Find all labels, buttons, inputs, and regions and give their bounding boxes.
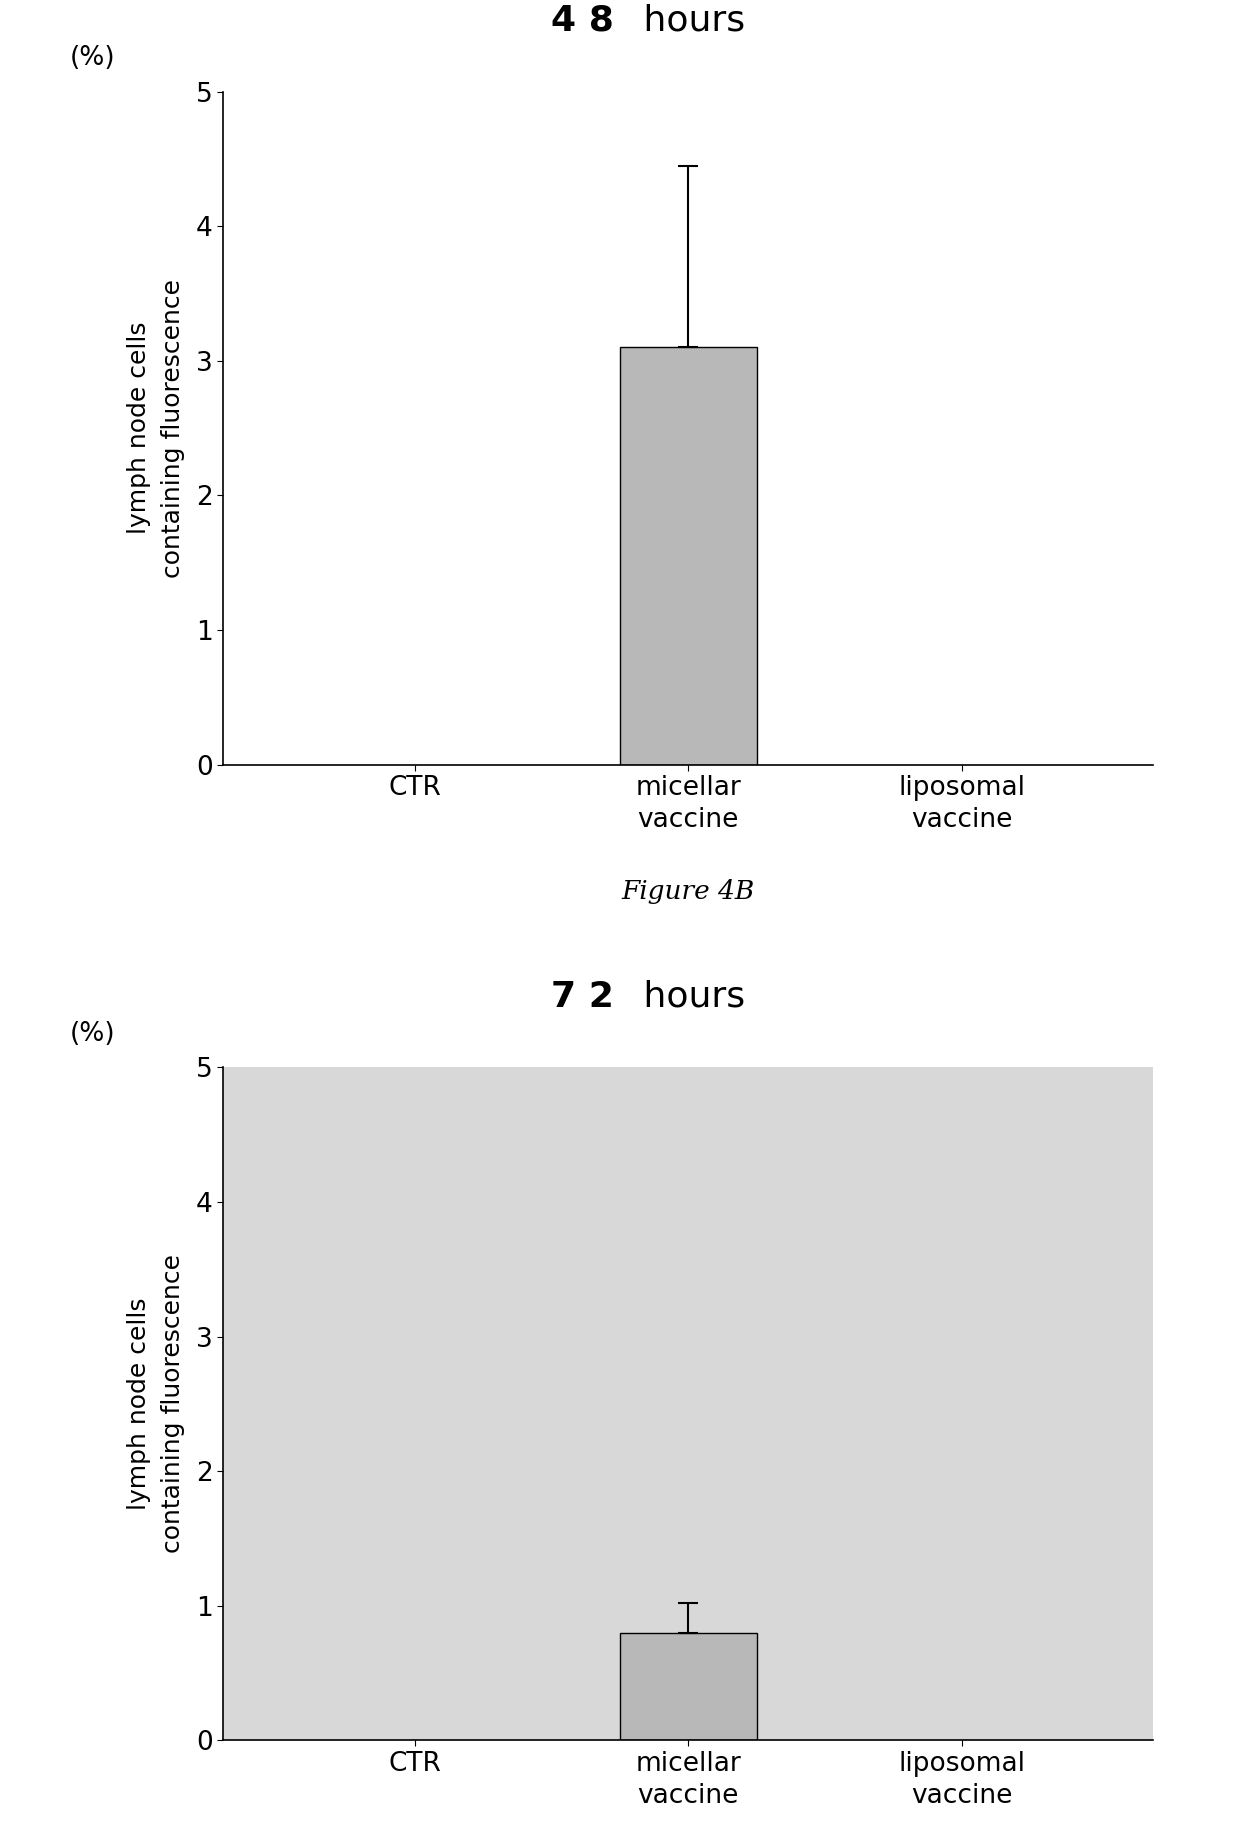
Text: 7 2: 7 2 <box>551 980 614 1013</box>
Y-axis label: lymph node cells
containing fluorescence: lymph node cells containing fluorescence <box>128 278 185 577</box>
Bar <box>223 1068 1153 1740</box>
Text: Figure 4B: Figure 4B <box>621 879 755 903</box>
Bar <box>620 1632 756 1740</box>
Text: hours: hours <box>632 980 745 1013</box>
Text: (%): (%) <box>71 1020 115 1048</box>
Bar <box>620 348 756 764</box>
Y-axis label: lymph node cells
containing fluorescence: lymph node cells containing fluorescence <box>128 1255 185 1554</box>
Text: hours: hours <box>632 4 745 38</box>
Text: (%): (%) <box>71 46 115 71</box>
Text: 4 8: 4 8 <box>551 4 614 38</box>
